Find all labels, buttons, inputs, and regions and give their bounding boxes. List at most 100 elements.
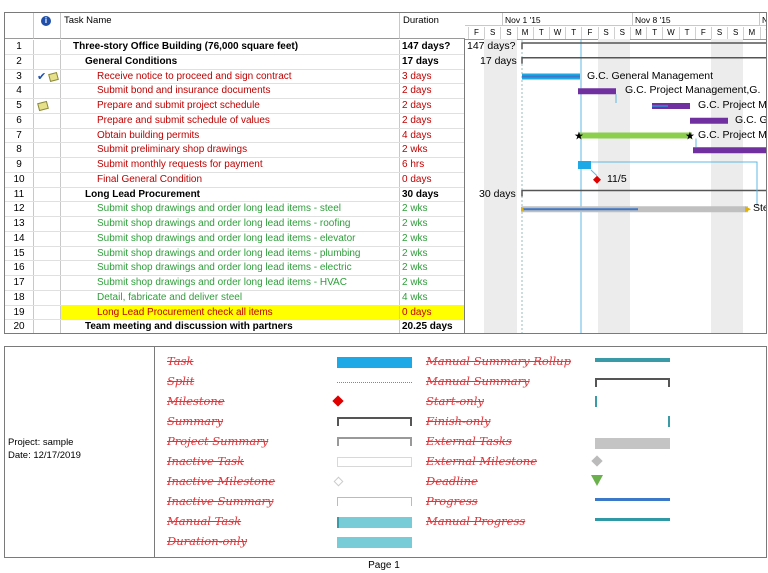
- legend-item-label: Inactive Task: [167, 454, 245, 468]
- table-row[interactable]: 14 Submit shop drawings and order long le…: [5, 231, 464, 247]
- task-indicator: [34, 143, 61, 157]
- table-row[interactable]: 20 Team meeting and discussion with partn…: [5, 320, 464, 333]
- task-name[interactable]: Submit preliminary shop drawings: [61, 143, 400, 157]
- task-name[interactable]: Receive notice to proceed and sign contr…: [61, 69, 400, 84]
- table-row[interactable]: 8 Submit preliminary shop drawings 2 wks: [5, 143, 464, 158]
- task-name[interactable]: Final General Condition: [61, 172, 400, 187]
- task-indicator: [34, 128, 61, 143]
- task-name[interactable]: Prepare and submit project schedule: [61, 99, 400, 113]
- task-id: 9: [5, 158, 34, 172]
- legend-swatch: [595, 498, 670, 501]
- task-name-column-header[interactable]: Task Name: [61, 13, 400, 39]
- table-row[interactable]: 2 General Conditions 17 days: [5, 54, 464, 70]
- table-row[interactable]: 15 Submit shop drawings and order long le…: [5, 246, 464, 262]
- task-duration[interactable]: 2 wks: [402, 247, 428, 259]
- table-row[interactable]: 3 ✔ Receive notice to proceed and sign con…: [5, 69, 464, 85]
- table-row[interactable]: 16 Submit shop drawings and order long le…: [5, 261, 464, 276]
- task-id: 7: [5, 128, 34, 143]
- task-id: 20: [5, 320, 34, 333]
- legend-item-label: Project Summary: [167, 434, 269, 448]
- task-duration[interactable]: 20.25 days: [402, 321, 453, 333]
- task-name-text: Prepare and submit schedule of values: [97, 114, 270, 126]
- task-name[interactable]: Submit shop drawings and order long lead…: [61, 231, 400, 246]
- table-row[interactable]: 7 Obtain building permits 4 days: [5, 128, 464, 144]
- table-row[interactable]: 18 Detail, fabricate and deliver steel 4 w…: [5, 290, 464, 306]
- legend-item-label: Deadline: [426, 474, 478, 488]
- task-duration[interactable]: 2 days: [402, 114, 432, 126]
- table-row[interactable]: 4 Submit bond and insurance documents 2 da…: [5, 84, 464, 99]
- task-name-text: Prepare and submit project schedule: [97, 100, 260, 111]
- table-row[interactable]: 13 Submit shop drawings and order long le…: [5, 217, 464, 232]
- task-duration[interactable]: 2 days: [402, 100, 432, 111]
- legend-item-label: External Tasks: [426, 434, 512, 448]
- dependency-link: [590, 169, 598, 177]
- task-duration[interactable]: 0 days: [400, 305, 464, 320]
- timescale-day-label: T: [565, 27, 581, 39]
- task-bar: [578, 161, 591, 169]
- timescale-day-label: T: [532, 27, 549, 39]
- table-row[interactable]: 1 Three-story Office Building (76,000 squ…: [5, 40, 464, 55]
- task-duration[interactable]: 4 wks: [402, 291, 428, 303]
- task-indicator: [34, 113, 61, 128]
- table-row[interactable]: 6 Prepare and submit schedule of values 2 …: [5, 113, 464, 129]
- legend-swatch: [337, 537, 412, 548]
- task-name[interactable]: Long Lead Procurement: [61, 187, 400, 202]
- task-duration[interactable]: 30 days: [402, 188, 439, 200]
- table-row[interactable]: 17 Submit shop drawings and order long le…: [5, 276, 464, 291]
- duration-column-header[interactable]: Duration: [400, 13, 465, 39]
- task-name[interactable]: Submit bond and insurance documents: [61, 84, 400, 98]
- task-duration[interactable]: 2 wks: [402, 203, 428, 215]
- task-name[interactable]: Submit shop drawings and order long lead…: [61, 246, 400, 261]
- task-duration[interactable]: 17 days: [402, 55, 439, 67]
- summary-bar-project: [521, 42, 766, 49]
- task-duration[interactable]: 0 days: [402, 173, 432, 185]
- task-name[interactable]: Submit monthly requests for payment: [61, 158, 400, 172]
- task-name[interactable]: Three-story Office Building (76,000 squa…: [61, 40, 400, 54]
- timescale-week-label: Nov 8 '15: [635, 15, 671, 25]
- table-row[interactable]: 19 Long Lead Procurement check all items 0…: [5, 305, 464, 321]
- summary-bar-general-conditions: [521, 57, 766, 64]
- legend-item-label: Inactive Milestone: [167, 474, 276, 488]
- task-duration[interactable]: 2 wks: [402, 232, 428, 244]
- table-row[interactable]: 9 Submit monthly requests for payment 6 hr…: [5, 158, 464, 173]
- task-name[interactable]: Submit shop drawings and order long lead…: [61, 202, 400, 216]
- task-duration[interactable]: 3 days: [402, 70, 432, 82]
- task-indicator: [34, 276, 61, 290]
- task-name[interactable]: General Conditions: [61, 54, 400, 69]
- task-duration[interactable]: 2 days: [402, 85, 432, 97]
- table-row[interactable]: 10 Final General Condition 0 days: [5, 172, 464, 188]
- task-name[interactable]: Submit shop drawings and order long lead…: [61, 217, 400, 231]
- task-name[interactable]: Prepare and submit schedule of values: [61, 113, 400, 128]
- task-name[interactable]: Submit shop drawings and order long lead…: [61, 276, 400, 290]
- legend-item-label: External Milestone: [426, 454, 537, 468]
- task-duration[interactable]: 2 wks: [402, 277, 428, 288]
- task-name[interactable]: Submit shop drawings and order long lead…: [61, 261, 400, 275]
- task-duration[interactable]: 2 wks: [402, 144, 428, 156]
- finish-marker: [745, 206, 751, 213]
- task-name[interactable]: Long Lead Procurement check all items: [61, 305, 400, 320]
- task-indicator: [34, 187, 61, 202]
- timescale-day-label: F: [468, 27, 484, 39]
- task-name[interactable]: Detail, fabricate and deliver steel: [61, 290, 400, 305]
- task-id: 17: [5, 276, 34, 290]
- indicators-column-header[interactable]: i: [34, 13, 61, 39]
- table-row[interactable]: 12 Submit shop drawings and order long le…: [5, 202, 464, 217]
- id-column-header[interactable]: [5, 13, 34, 39]
- timescale-day-label: T: [678, 27, 695, 39]
- gantt-bar-label: 147 days?: [467, 40, 516, 52]
- timescale-week-label: N: [762, 15, 766, 25]
- task-duration[interactable]: 4 days: [402, 129, 432, 141]
- table-row[interactable]: 5 Prepare and submit project schedule 2 da…: [5, 99, 464, 114]
- timescale-day-label: T: [646, 27, 662, 39]
- task-indicator: [34, 246, 61, 261]
- table-row[interactable]: 11 Long Lead Procurement 30 days: [5, 187, 464, 203]
- task-duration[interactable]: 147 days?: [402, 41, 451, 52]
- task-duration[interactable]: 2 wks: [402, 262, 428, 274]
- task-name-text: Long Lead Procurement check all items: [97, 306, 273, 318]
- task-name-text: Submit shop drawings and order long lead…: [97, 262, 352, 274]
- task-name[interactable]: Obtain building permits: [61, 128, 400, 143]
- legend-swatch: [595, 396, 597, 407]
- task-duration[interactable]: 6 hrs: [402, 159, 425, 170]
- task-name[interactable]: Team meeting and discussion with partner…: [61, 320, 400, 333]
- task-duration[interactable]: 2 wks: [402, 218, 428, 229]
